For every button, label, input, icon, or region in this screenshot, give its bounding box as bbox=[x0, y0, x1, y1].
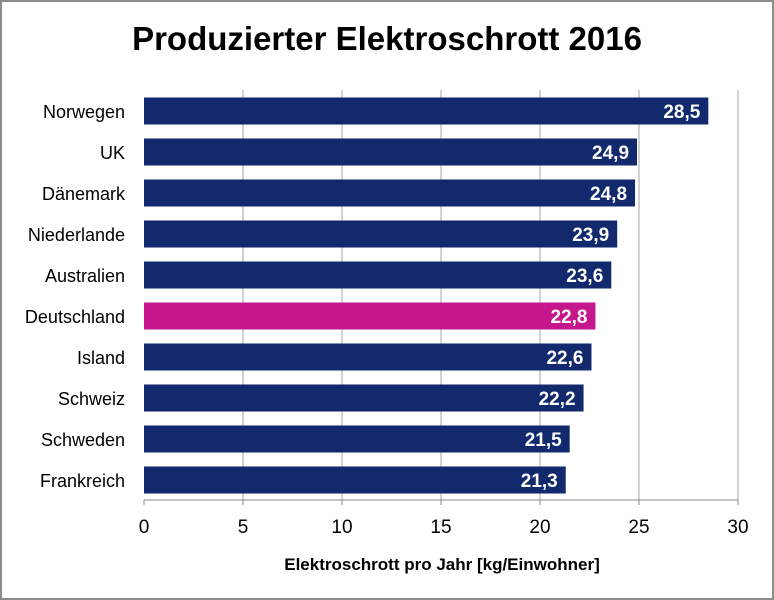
bar-australien bbox=[144, 261, 612, 289]
bar-schweden bbox=[144, 425, 570, 453]
x-tick-label: 15 bbox=[430, 517, 451, 538]
data-label: 22,2 bbox=[539, 389, 576, 410]
data-label: 23,6 bbox=[566, 266, 603, 287]
data-label: 28,5 bbox=[663, 102, 700, 123]
data-label: 24,8 bbox=[590, 184, 627, 205]
y-category-label: Schweiz bbox=[58, 389, 125, 409]
y-category-label: Australien bbox=[45, 266, 125, 286]
y-category-label: Niederlande bbox=[28, 225, 125, 245]
y-category-label: UK bbox=[100, 143, 125, 163]
x-tick-label: 25 bbox=[628, 517, 649, 538]
y-category-label: Dänemark bbox=[42, 184, 126, 204]
x-tick-label: 10 bbox=[331, 517, 352, 538]
data-label: 22,6 bbox=[546, 348, 583, 369]
data-label: 24,9 bbox=[592, 143, 629, 164]
y-category-label: Norwegen bbox=[43, 102, 125, 122]
bar-island bbox=[144, 343, 592, 371]
bar-norwegen bbox=[144, 97, 709, 125]
data-label: 22,8 bbox=[550, 307, 587, 328]
data-label: 21,3 bbox=[521, 471, 558, 492]
x-tick-label: 5 bbox=[238, 517, 249, 538]
y-category-label: Deutschland bbox=[25, 307, 125, 327]
x-tick-label: 0 bbox=[139, 517, 150, 538]
x-tick-label: 20 bbox=[529, 517, 550, 538]
y-category-label: Frankreich bbox=[40, 471, 125, 491]
chart-title: Produzierter Elektroschrott 2016 bbox=[132, 20, 642, 57]
bar-uk bbox=[144, 138, 638, 166]
x-tick-label: 30 bbox=[727, 517, 748, 538]
x-axis-title: Elektroschrott pro Jahr [kg/Einwohner] bbox=[284, 555, 600, 574]
bar-dänemark bbox=[144, 179, 636, 207]
bar-frankreich bbox=[144, 466, 566, 494]
data-label: 23,9 bbox=[572, 225, 609, 246]
y-category-label: Island bbox=[77, 348, 125, 368]
y-category-label: Schweden bbox=[41, 430, 125, 450]
bar-schweiz bbox=[144, 384, 584, 412]
data-label: 21,5 bbox=[525, 430, 562, 451]
bar-niederlande bbox=[144, 220, 618, 248]
bar-deutschland bbox=[144, 302, 596, 330]
